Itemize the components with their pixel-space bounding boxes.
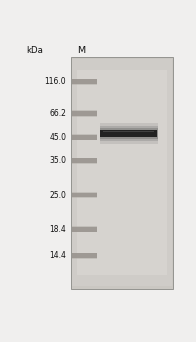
Bar — [72, 252, 97, 259]
Bar — [72, 227, 97, 232]
Text: 45.0: 45.0 — [49, 133, 66, 142]
Bar — [100, 126, 158, 141]
Text: M: M — [77, 46, 85, 55]
Text: 14.4: 14.4 — [49, 251, 66, 260]
Bar — [72, 192, 97, 198]
Bar — [72, 158, 97, 164]
Bar — [71, 57, 173, 289]
Bar — [72, 193, 97, 197]
Bar — [100, 130, 157, 137]
Bar — [72, 79, 97, 84]
Text: 25.0: 25.0 — [49, 190, 66, 200]
Text: kDa: kDa — [27, 46, 44, 55]
Bar — [77, 70, 167, 275]
Bar — [72, 134, 97, 140]
Text: 116.0: 116.0 — [45, 77, 66, 87]
Bar — [72, 79, 97, 85]
Bar — [72, 60, 172, 286]
Text: 66.2: 66.2 — [49, 109, 66, 118]
Bar — [103, 131, 154, 132]
Bar — [72, 158, 97, 163]
Bar — [72, 253, 97, 258]
Text: 35.0: 35.0 — [49, 156, 66, 166]
Bar — [72, 226, 97, 233]
Bar — [72, 111, 97, 116]
Text: 18.4: 18.4 — [50, 225, 66, 234]
Bar — [72, 110, 97, 117]
Bar — [100, 123, 158, 144]
Bar — [100, 129, 158, 139]
Bar — [72, 135, 97, 140]
